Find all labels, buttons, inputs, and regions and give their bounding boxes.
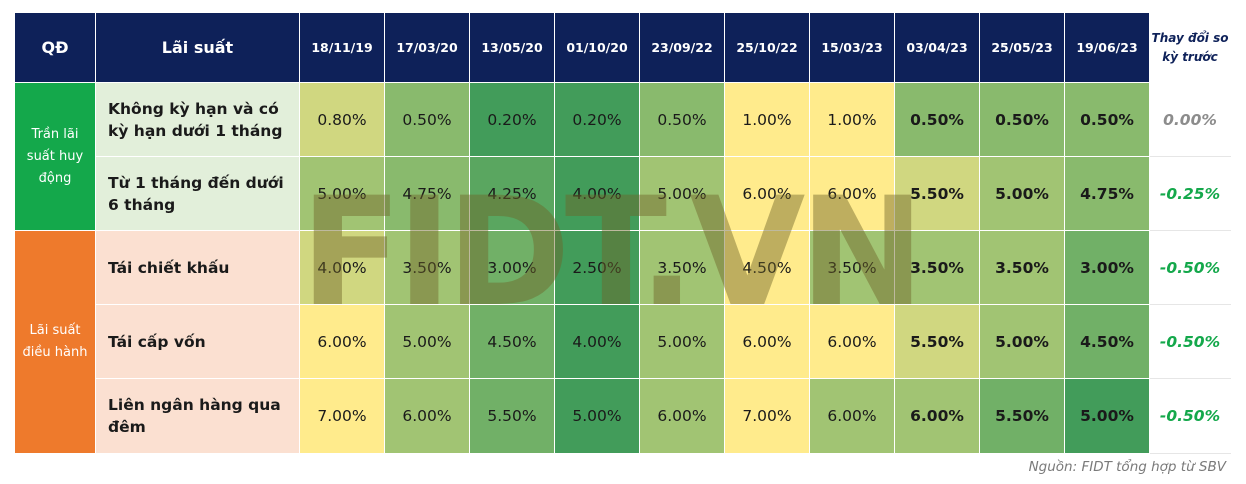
rate-cell: 6.00% <box>299 304 385 379</box>
rate-cell: 4.00% <box>299 230 385 305</box>
rate-cell: 6.00% <box>894 378 980 454</box>
rate-cell: 5.00% <box>979 156 1065 231</box>
rate-cell: 3.50% <box>894 230 980 305</box>
group-label: Trần lãi suất huy động <box>14 82 96 231</box>
rate-cell: 4.50% <box>469 304 555 379</box>
table-row: Lãi suất điều hành Tái chiết khấu 4.00% 3.5… <box>14 230 1231 454</box>
header-date: 18/11/19 <box>299 12 385 83</box>
rate-cell: 0.20% <box>554 82 640 157</box>
header-date: 25/10/22 <box>724 12 810 83</box>
rate-cell: 3.50% <box>979 230 1065 305</box>
header-date: 23/09/22 <box>639 12 725 83</box>
rate-cell: 5.00% <box>299 156 385 231</box>
header-qd: QĐ <box>14 12 96 83</box>
rate-cell: 7.00% <box>299 378 385 454</box>
rate-cell: 6.00% <box>809 378 895 454</box>
rate-cell: 4.00% <box>554 156 640 231</box>
header-date: 13/05/20 <box>469 12 555 83</box>
rate-cell: 4.00% <box>554 304 640 379</box>
group-label: Lãi suất điều hành <box>14 230 96 454</box>
rate-cell: 6.00% <box>809 156 895 231</box>
rate-cell: 5.00% <box>554 378 640 454</box>
rate-cell: 6.00% <box>724 304 810 379</box>
header-date: 17/03/20 <box>384 12 470 83</box>
interest-rate-table: QĐ Lãi suất 18/11/19 17/03/20 13/05/20 0… <box>14 12 1231 454</box>
change-cell: -0.50% <box>1149 230 1231 305</box>
rate-cell: 4.75% <box>1064 156 1150 231</box>
rate-cell: 2.50% <box>554 230 640 305</box>
row-label: Từ 1 tháng đến dưới 6 tháng <box>95 156 300 231</box>
rate-cell: 5.50% <box>894 156 980 231</box>
rate-cell: 3.00% <box>469 230 555 305</box>
rate-cell: 6.00% <box>639 378 725 454</box>
header-date: 01/10/20 <box>554 12 640 83</box>
table-row: Trần lãi suất huy động Không kỳ hạn và có… <box>14 82 1231 231</box>
rate-cell: 5.00% <box>639 304 725 379</box>
header-date: 19/06/23 <box>1064 12 1150 83</box>
table-body: Trần lãi suất huy động Không kỳ hạn và có… <box>14 82 1231 454</box>
rate-cell: 5.00% <box>384 304 470 379</box>
rate-cell: 3.00% <box>1064 230 1150 305</box>
rate-cell: 5.00% <box>979 304 1065 379</box>
table-row: Liên ngân hàng qua đêm 7.00% 6.00% 5.50% 5.0… <box>15 378 1231 454</box>
rate-cell: 0.80% <box>299 82 385 157</box>
row-label: Tái chiết khấu <box>95 230 300 305</box>
rate-cell: 0.50% <box>1064 82 1150 157</box>
rate-cell: 4.50% <box>1064 304 1150 379</box>
rate-cell: 4.75% <box>384 156 470 231</box>
rate-cell: 6.00% <box>384 378 470 454</box>
rate-cell: 6.00% <box>809 304 895 379</box>
rate-cell: 5.50% <box>979 378 1065 454</box>
rate-cell: 0.50% <box>979 82 1065 157</box>
table-row: Từ 1 tháng đến dưới 6 tháng 5.00% 4.75% 4.2… <box>15 156 1231 231</box>
rate-cell: 1.00% <box>809 82 895 157</box>
rate-cell: 4.50% <box>724 230 810 305</box>
header-date: 15/03/23 <box>809 12 895 83</box>
rate-cell: 3.50% <box>809 230 895 305</box>
change-cell: -0.25% <box>1149 156 1231 231</box>
rate-cell: 0.50% <box>384 82 470 157</box>
change-cell: 0.00% <box>1149 82 1231 157</box>
header-row: QĐ Lãi suất 18/11/19 17/03/20 13/05/20 0… <box>14 12 1231 83</box>
rate-cell: 6.00% <box>724 156 810 231</box>
rate-cell: 7.00% <box>724 378 810 454</box>
rate-cell: 1.00% <box>724 82 810 157</box>
rate-cell: 4.25% <box>469 156 555 231</box>
table-row: Tái cấp vốn 6.00% 5.00% 4.50% 4.00% 5.00% 6.00… <box>15 304 1231 379</box>
rate-cell: 0.50% <box>894 82 980 157</box>
row-label: Không kỳ hạn và có kỳ hạn dưới 1 tháng <box>95 82 300 157</box>
rate-cell: 3.50% <box>384 230 470 305</box>
rate-cell: 0.20% <box>469 82 555 157</box>
change-cell: -0.50% <box>1149 304 1231 379</box>
row-label: Liên ngân hàng qua đêm <box>95 378 300 454</box>
rate-cell: 0.50% <box>639 82 725 157</box>
rate-cell: 5.50% <box>469 378 555 454</box>
rate-cell: 5.00% <box>1064 378 1150 454</box>
change-cell: -0.50% <box>1149 378 1231 454</box>
rate-cell: 5.50% <box>894 304 980 379</box>
header-date: 03/04/23 <box>894 12 980 83</box>
row-label: Tái cấp vốn <box>95 304 300 379</box>
rate-cell: 5.00% <box>639 156 725 231</box>
header-lai-suat: Lãi suất <box>95 12 300 83</box>
rate-cell: 3.50% <box>639 230 725 305</box>
source-note: Nguồn: FIDT tổng hợp từ SBV <box>1028 459 1226 475</box>
header-date: 25/05/23 <box>979 12 1065 83</box>
header-change: Thay đổi so kỳ trước <box>1149 12 1231 83</box>
